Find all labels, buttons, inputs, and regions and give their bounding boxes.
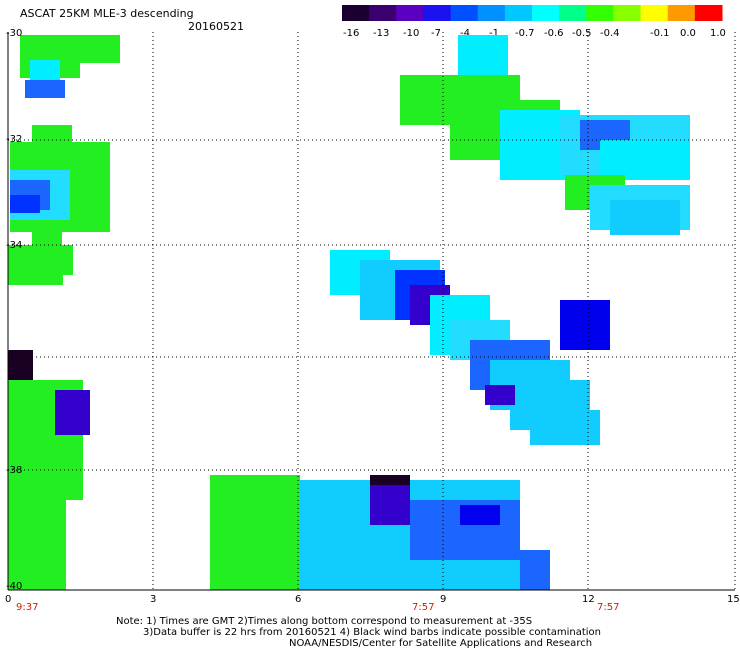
- wind-cell: [460, 505, 500, 525]
- map-date: 20160521: [188, 20, 244, 33]
- colorbar-segment: [504, 5, 533, 21]
- x-axis-labels: 0 3 6 9 12 15: [5, 594, 740, 605]
- y-tick-label: -34: [6, 240, 22, 251]
- wind-cell: [240, 485, 310, 590]
- colorbar-label: -13: [373, 28, 389, 39]
- wind-cells: [8, 35, 690, 590]
- colorbar-segment: [613, 5, 642, 21]
- wind-cell: [485, 385, 515, 405]
- colorbar-segment: [342, 5, 370, 21]
- y-tick-label: -30: [6, 28, 22, 39]
- wind-cell: [610, 200, 680, 235]
- grid-lines: [8, 32, 736, 590]
- colorbar-label: -4: [460, 28, 470, 39]
- note-line-1: Note: 1) Times are GMT 2)Times along bot…: [116, 616, 533, 627]
- colorbar-label: 1.0: [710, 28, 726, 39]
- colorbar-label: -0.7: [515, 28, 535, 39]
- time-labels: 9:37 7:57 7:57: [16, 602, 619, 613]
- colorbar-segment: [586, 5, 614, 21]
- colorbar-segment: [559, 5, 587, 21]
- y-tick-label: -38: [6, 465, 22, 476]
- wind-cell: [30, 60, 60, 80]
- time-label: 7:57: [597, 602, 619, 613]
- colorbar-label: -0.5: [572, 28, 592, 39]
- wind-cell: [560, 300, 610, 350]
- y-tick-label: -40: [6, 581, 22, 592]
- colorbar-labels: -16 -13 -10 -7 -4 -1 -0.7 -0.6 -0.5 -0.4…: [343, 28, 726, 39]
- colorbar-segment: [667, 5, 696, 21]
- wind-cell: [10, 195, 40, 213]
- wind-cell: [8, 265, 63, 285]
- note-line-3: NOAA/NESDIS/Center for Satellite Applica…: [289, 638, 593, 649]
- x-tick-label: 6: [295, 594, 301, 605]
- wind-cell: [32, 225, 62, 245]
- x-tick-label: 9: [440, 594, 446, 605]
- colorbar-label: -0.1: [650, 28, 670, 39]
- colorbar-segment: [396, 5, 424, 21]
- plot-frame: [7, 32, 735, 591]
- colorbar-segment: [640, 5, 669, 21]
- colorbar: [342, 5, 723, 21]
- wind-cell: [370, 485, 410, 525]
- wind-cell: [530, 410, 600, 445]
- wind-cell: [8, 500, 66, 590]
- x-tick-label: 15: [727, 594, 740, 605]
- colorbar-segment: [532, 5, 560, 21]
- y-tick-label: -32: [6, 134, 22, 145]
- colorbar-segment: [477, 5, 506, 21]
- colorbar-label: -1: [489, 28, 499, 39]
- wind-cell: [20, 35, 120, 63]
- note-line-2: 3)Data buffer is 22 hrs from 20160521 4)…: [143, 627, 601, 638]
- wind-cell: [55, 390, 90, 435]
- colorbar-segment: [423, 5, 452, 21]
- colorbar-segment: [450, 5, 479, 21]
- colorbar-label: -10: [403, 28, 419, 39]
- time-label: 7:57: [412, 602, 434, 613]
- colorbar-segment: [694, 5, 723, 21]
- x-tick-label: 12: [582, 594, 595, 605]
- colorbar-label: -7: [431, 28, 441, 39]
- wind-cell: [25, 80, 65, 98]
- time-label: 9:37: [16, 602, 38, 613]
- x-tick-label: 3: [150, 594, 156, 605]
- colorbar-label: -16: [343, 28, 359, 39]
- y-axis-labels: -30 -32 -34 -38 -40: [6, 28, 22, 592]
- wind-cell: [520, 550, 550, 590]
- wind-cell: [32, 125, 72, 145]
- map-title: ASCAT 25KM MLE-3 descending: [20, 7, 194, 20]
- wind-cell: [600, 140, 690, 180]
- colorbar-label: -0.6: [544, 28, 564, 39]
- x-tick-label: 0: [5, 594, 11, 605]
- colorbar-segment: [369, 5, 397, 21]
- colorbar-label: -0.4: [600, 28, 620, 39]
- colorbar-label: 0.0: [680, 28, 696, 39]
- wind-cell: [458, 35, 508, 75]
